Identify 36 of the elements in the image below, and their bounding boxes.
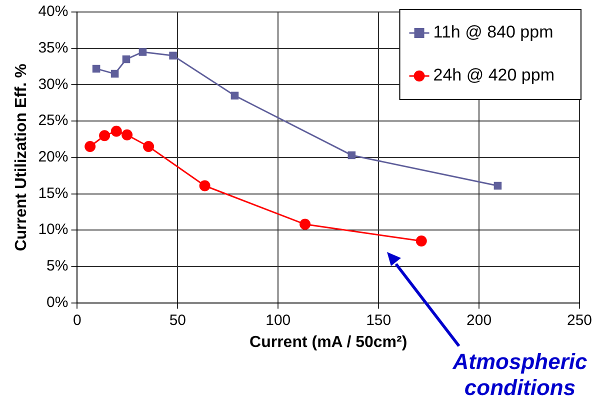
x-tick-label: 0 [73,312,82,329]
y-tick-label: 15% [38,184,68,202]
point [348,151,356,160]
point [143,140,154,152]
x-tick-label: 250 [566,312,592,329]
point [84,140,96,152]
point [122,129,133,140]
point [110,70,119,78]
y-tick-label: 40% [38,3,68,20]
point [230,92,239,100]
y-tick-label: 20% [38,148,68,166]
x-tick-label: 50 [169,312,186,329]
point [92,64,100,73]
x-tick-label: 150 [366,312,392,329]
y-tick-label: 0% [46,294,68,311]
point [99,130,110,142]
point [199,180,210,192]
legend-label: 11h @ 840 ppm [433,22,554,42]
text: Atmospheric conditions [452,349,588,400]
x-tick-label: 200 [466,312,492,329]
point [122,55,130,64]
y-tick-label: 25% [38,112,68,130]
y-axis-title: Current Utilization Eff. % [13,64,30,252]
y-tick-label: 30% [38,76,68,93]
point [110,126,122,137]
x-tick-label: 100 [266,312,291,329]
y-tick-label: 10% [38,221,68,238]
y-tick-label: 5% [46,258,68,275]
point [416,236,427,247]
point [169,52,177,60]
x-axis-title: Current (mA / 50cm²) [250,334,408,351]
legend-label: 24h @ 420 ppm [433,66,554,85]
y-tick-label: 35% [38,39,68,56]
point [300,218,311,230]
point [494,182,502,190]
point [138,48,147,56]
